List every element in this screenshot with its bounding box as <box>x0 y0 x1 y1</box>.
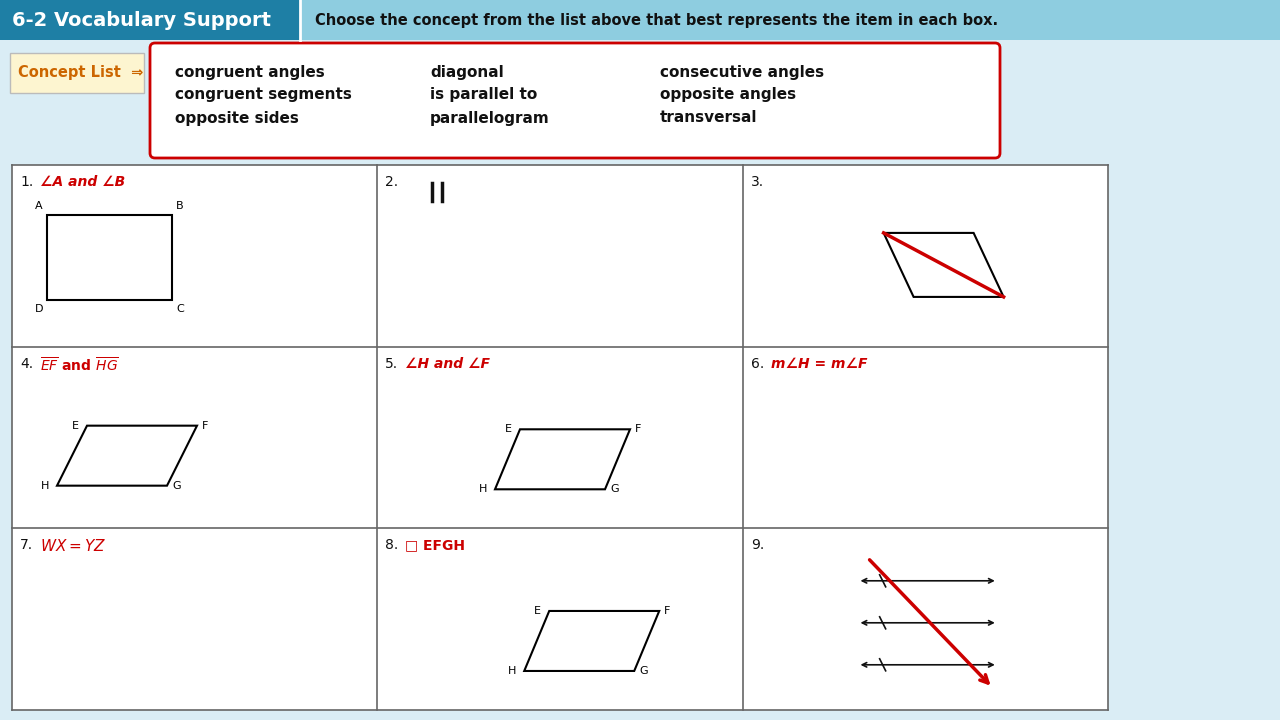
Text: $WX = YZ$: $WX = YZ$ <box>40 539 106 554</box>
Text: 6-2 Vocabulary Support: 6-2 Vocabulary Support <box>12 11 271 30</box>
Text: ∠H and ∠F: ∠H and ∠F <box>406 356 490 371</box>
Text: H: H <box>508 666 516 676</box>
FancyBboxPatch shape <box>10 53 143 93</box>
Text: m∠H = m∠F: m∠H = m∠F <box>771 356 867 371</box>
Text: G: G <box>172 481 180 490</box>
Text: G: G <box>611 485 618 495</box>
Text: B: B <box>177 201 183 211</box>
Text: G: G <box>639 666 648 676</box>
Text: congruent angles: congruent angles <box>175 65 325 79</box>
Text: H: H <box>41 481 49 490</box>
Text: diagonal: diagonal <box>430 65 504 79</box>
Text: Choose the concept from the list above that best represents the item in each box: Choose the concept from the list above t… <box>315 12 998 27</box>
Text: parallelogram: parallelogram <box>430 110 549 125</box>
Text: D: D <box>35 304 44 314</box>
Text: F: F <box>664 606 671 616</box>
Text: A: A <box>36 201 44 211</box>
Text: 4.: 4. <box>20 356 33 371</box>
Text: opposite angles: opposite angles <box>660 88 796 102</box>
Text: opposite sides: opposite sides <box>175 110 298 125</box>
Text: E: E <box>506 424 512 434</box>
Text: C: C <box>177 304 184 314</box>
Text: E: E <box>534 606 541 616</box>
Text: is parallel to: is parallel to <box>430 88 538 102</box>
Text: 5.: 5. <box>385 356 398 371</box>
Bar <box>47 215 172 300</box>
Text: congruent segments: congruent segments <box>175 88 352 102</box>
Bar <box>0 0 300 40</box>
Text: Concept List  ⇒: Concept List ⇒ <box>18 66 143 81</box>
Bar <box>0 0 1280 40</box>
Bar <box>12 165 1108 710</box>
Text: ∠A and ∠B: ∠A and ∠B <box>40 175 125 189</box>
Text: 9.: 9. <box>750 539 764 552</box>
Text: 2.: 2. <box>385 175 398 189</box>
Text: 7.: 7. <box>20 539 33 552</box>
FancyBboxPatch shape <box>150 43 1000 158</box>
Text: E: E <box>72 420 79 431</box>
Text: transversal: transversal <box>660 110 758 125</box>
Text: 8.: 8. <box>385 539 398 552</box>
Text: F: F <box>202 420 209 431</box>
Text: 1.: 1. <box>20 175 33 189</box>
Text: F: F <box>635 424 641 434</box>
Text: 3.: 3. <box>750 175 764 189</box>
Text: □ EFGH: □ EFGH <box>406 539 466 552</box>
Text: $\overline{EF}$ and $\overline{HG}$: $\overline{EF}$ and $\overline{HG}$ <box>40 356 119 375</box>
Text: 6.: 6. <box>750 356 764 371</box>
Text: consecutive angles: consecutive angles <box>660 65 824 79</box>
Text: H: H <box>479 485 486 495</box>
